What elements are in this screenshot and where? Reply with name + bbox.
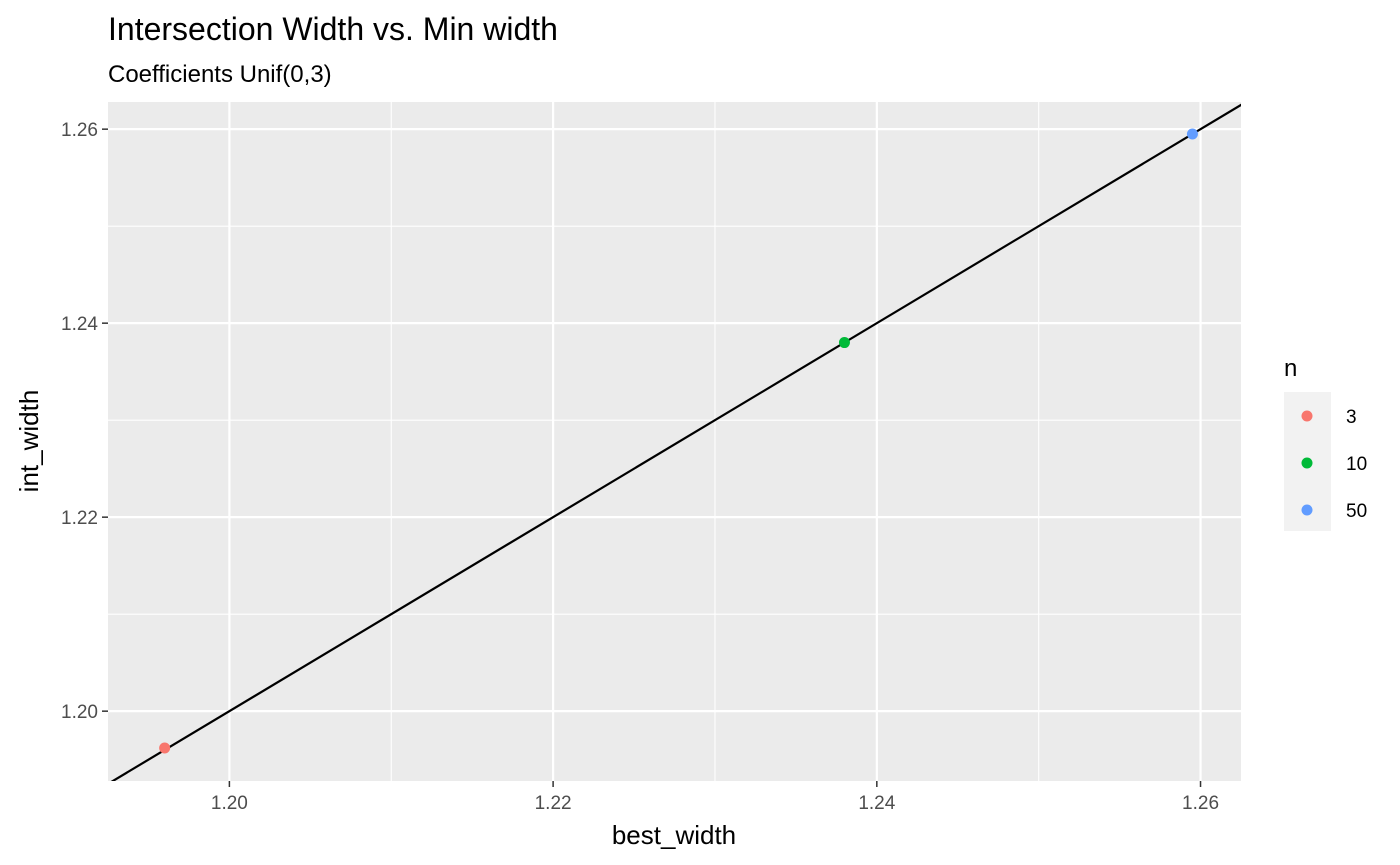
plot-panel (108, 102, 1241, 781)
legend-items: 3 10 50 (1301, 407, 1367, 522)
data-points (159, 128, 1198, 754)
legend-title: n (1284, 355, 1297, 382)
identity-reference-line (110, 103, 1241, 781)
data-point-n-50 (1186, 128, 1198, 140)
x-tick-label: 1.24 (858, 793, 895, 814)
legend-label-n-3: 3 (1346, 407, 1357, 428)
major-gridlines (108, 102, 1241, 781)
legend: n 3 10 50 (1284, 355, 1367, 531)
chart-title: Intersection Width vs. Min width (108, 11, 558, 47)
y-axis: 1.20 1.22 1.24 1.26 (61, 120, 108, 723)
y-tick-label: 1.26 (61, 120, 98, 141)
x-tick-label: 1.20 (211, 793, 248, 814)
identity-line-group (110, 103, 1241, 781)
x-tick-label: 1.26 (1182, 793, 1219, 814)
chart-subtitle: Coefficients Unif(0,3) (108, 61, 332, 88)
data-point-n-10 (838, 337, 850, 349)
x-tick-label: 1.22 (535, 793, 572, 814)
y-tick-label: 1.24 (61, 314, 98, 335)
y-axis-title: int_width (14, 390, 44, 493)
y-tick-label: 1.20 (61, 702, 98, 723)
legend-label-n-50: 50 (1346, 501, 1367, 522)
legend-label-n-10: 10 (1346, 454, 1367, 475)
y-tick-label: 1.22 (61, 508, 98, 529)
legend-key-n-50 (1301, 504, 1313, 516)
legend-key-n-3 (1301, 410, 1313, 422)
data-point-n-3 (159, 742, 171, 754)
x-axis-title: best_width (612, 820, 736, 850)
legend-key-n-10 (1301, 457, 1313, 469)
minor-gridlines (108, 102, 1241, 781)
x-axis: 1.20 1.22 1.24 1.26 (211, 781, 1219, 814)
